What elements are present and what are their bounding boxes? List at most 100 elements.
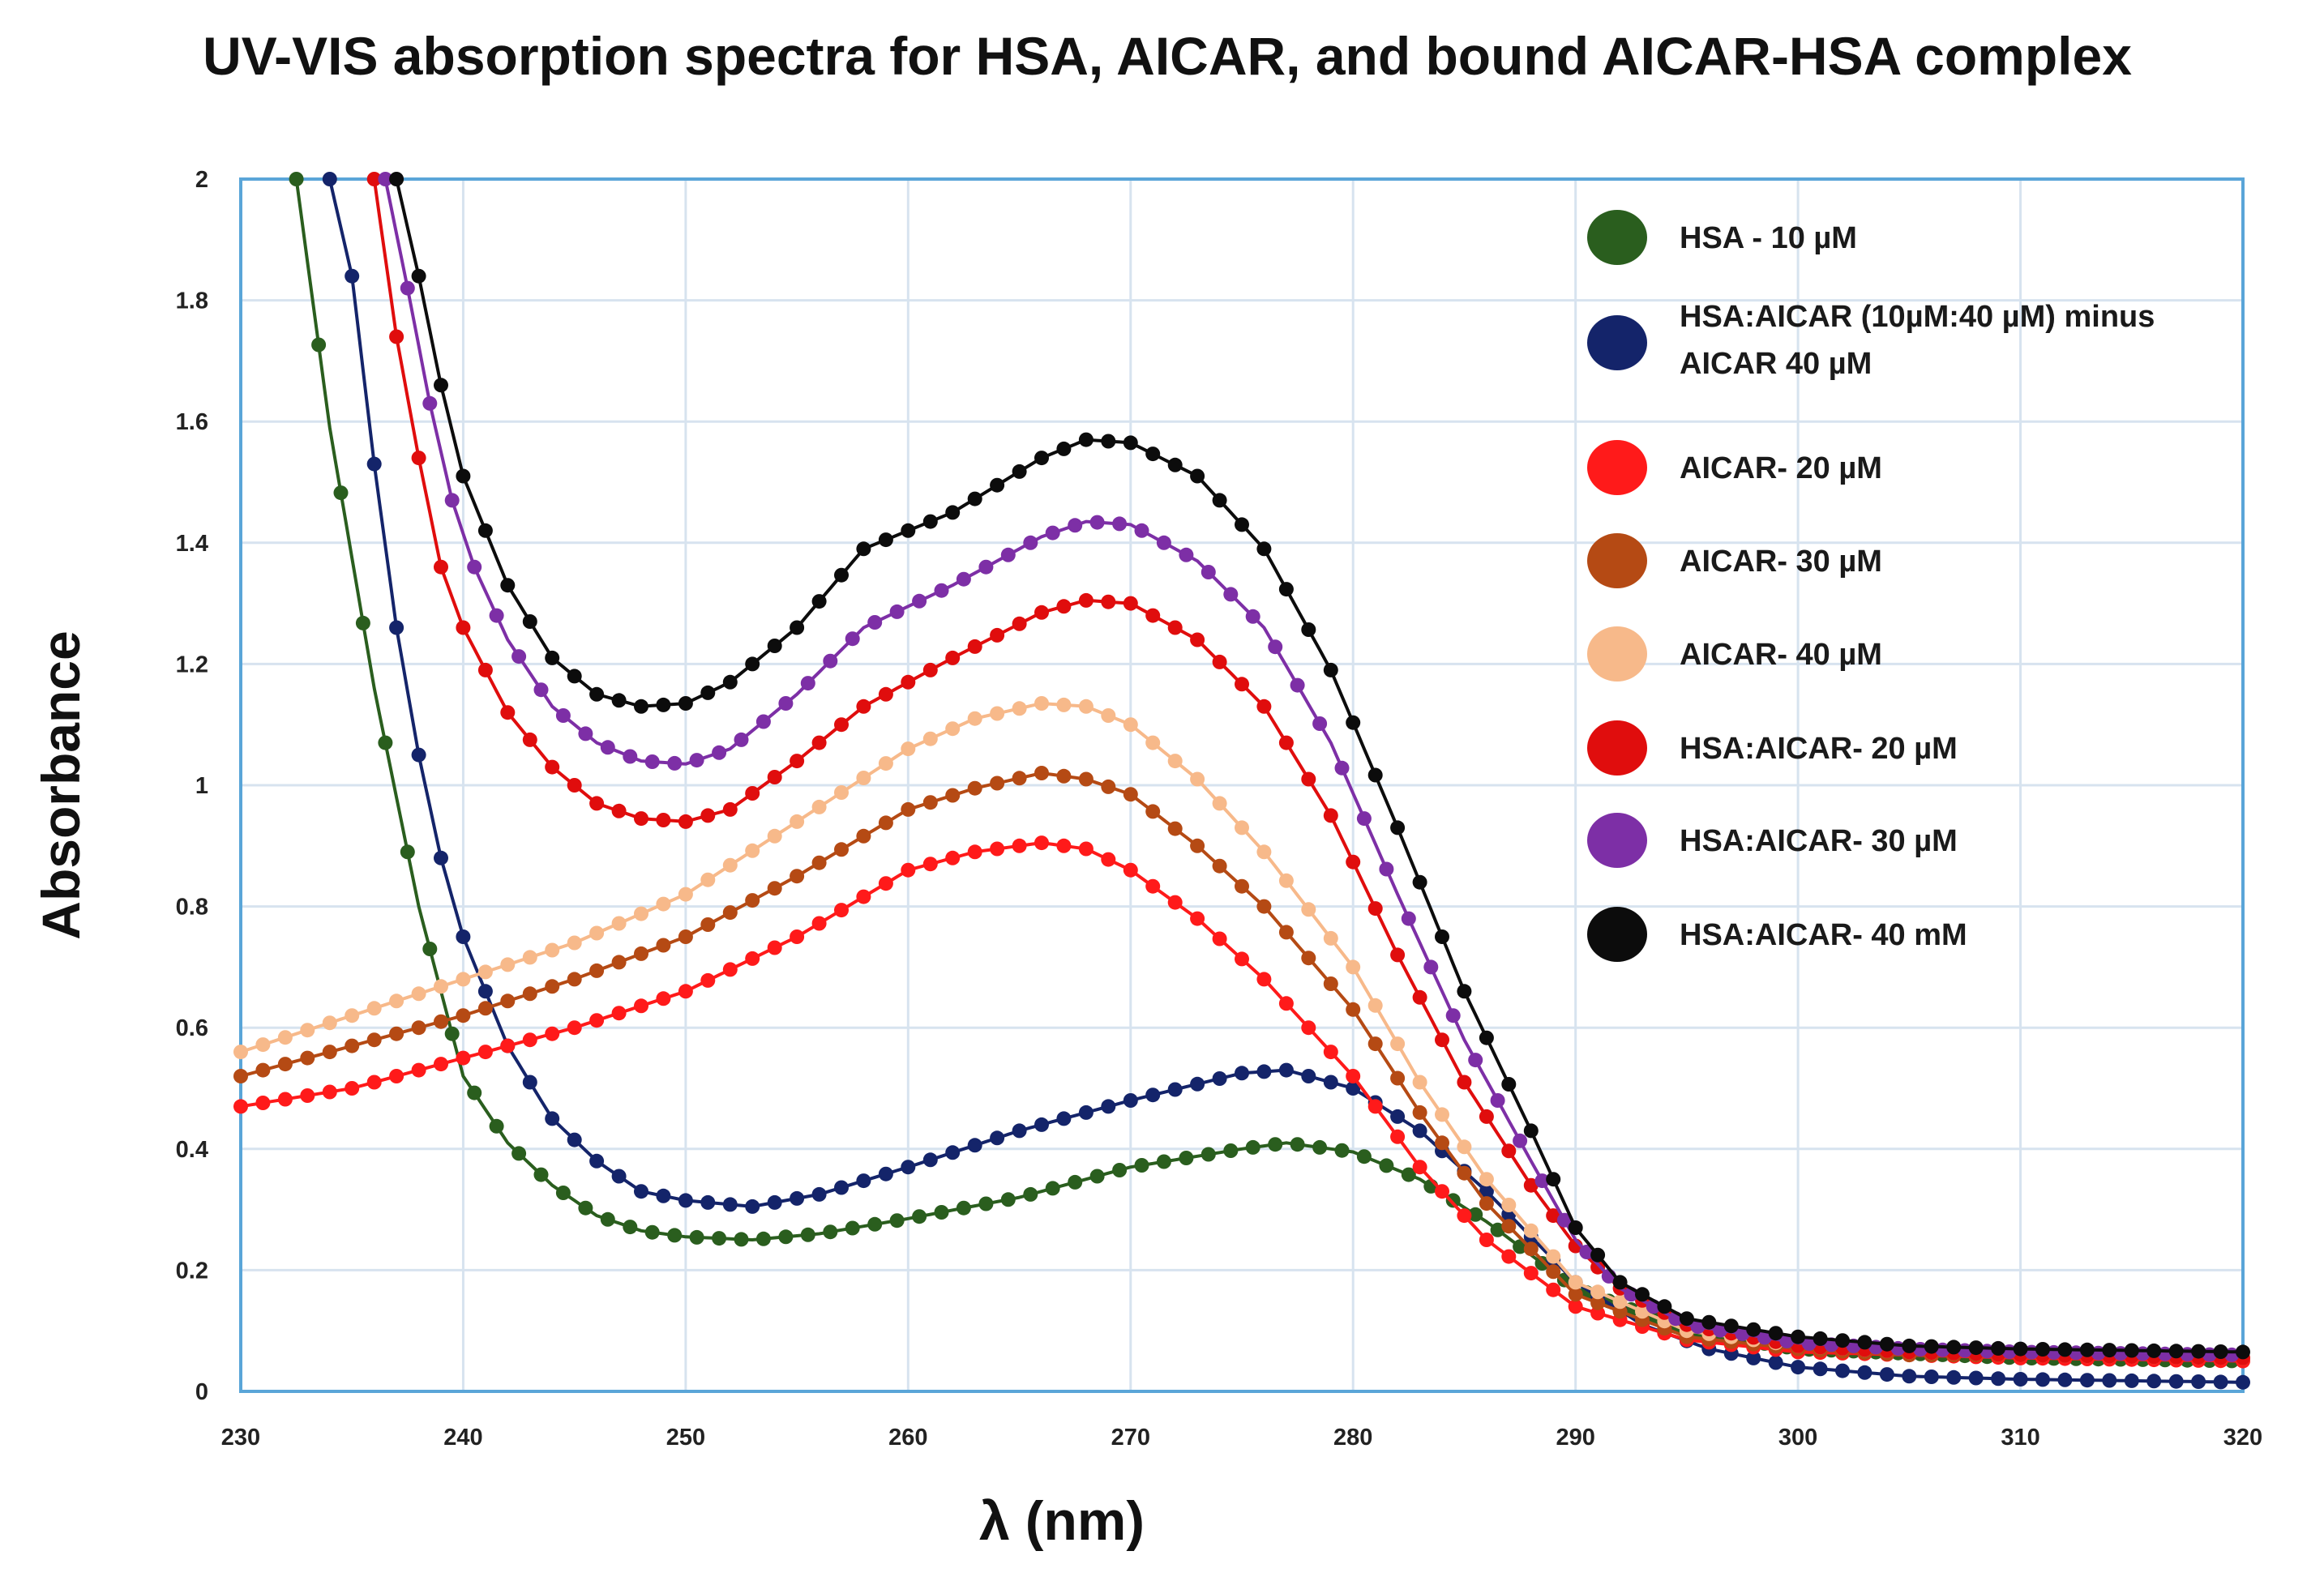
- data-point: [511, 649, 527, 664]
- data-point: [1078, 1105, 1094, 1120]
- data-point: [755, 714, 771, 729]
- data-point: [1167, 1082, 1183, 1097]
- data-point: [1034, 766, 1049, 780]
- data-point: [1457, 984, 1472, 999]
- data-point: [611, 1006, 627, 1021]
- data-point: [1245, 609, 1260, 624]
- data-point: [1991, 1340, 2006, 1356]
- legend-label: AICAR- 20 µM: [1680, 451, 1882, 485]
- data-point: [790, 929, 805, 944]
- data-point: [1212, 493, 1227, 508]
- data-point: [1245, 1139, 1260, 1155]
- data-point: [1278, 735, 1294, 750]
- data-point: [1435, 1032, 1449, 1048]
- data-point: [1012, 701, 1027, 716]
- data-point: [611, 955, 627, 970]
- data-point: [1235, 951, 1249, 967]
- data-point: [1268, 1137, 1283, 1152]
- data-point: [277, 1092, 293, 1107]
- data-point: [990, 776, 1005, 791]
- data-point: [678, 984, 693, 999]
- data-point: [767, 1194, 782, 1210]
- data-point: [634, 998, 648, 1014]
- data-point: [2191, 1374, 2206, 1389]
- data-point: [1879, 1367, 1894, 1382]
- data-point: [1757, 1330, 1772, 1345]
- data-point: [878, 1166, 893, 1181]
- data-point: [945, 505, 961, 520]
- data-point: [500, 705, 516, 720]
- data-point: [1278, 582, 1294, 597]
- data-point: [901, 741, 916, 757]
- data-point: [1723, 1318, 1739, 1334]
- data-point: [522, 1032, 537, 1048]
- data-point: [2213, 1344, 2228, 1359]
- data-point: [1523, 1177, 1539, 1193]
- data-point: [901, 862, 916, 878]
- data-point: [500, 957, 516, 972]
- data-point: [1301, 1069, 1316, 1083]
- data-point: [522, 614, 537, 629]
- legend-marker: [1587, 720, 1647, 776]
- data-point: [678, 696, 693, 711]
- data-point: [289, 172, 304, 186]
- data-point: [800, 1227, 815, 1242]
- data-point: [1201, 1147, 1216, 1162]
- data-point: [667, 755, 683, 771]
- data-point: [2124, 1343, 2139, 1358]
- data-point: [1290, 1137, 1305, 1152]
- data-point: [611, 1169, 627, 1184]
- data-point: [922, 514, 938, 529]
- data-point: [1190, 632, 1205, 647]
- legend-item: HSA:AICAR- 40 mM: [1587, 907, 1967, 962]
- data-point: [1412, 989, 1427, 1005]
- data-point: [1145, 878, 1161, 894]
- data-point: [2035, 1372, 2050, 1387]
- data-point: [1768, 1355, 1783, 1370]
- y-tick-label: 0: [195, 1379, 208, 1405]
- data-point: [434, 1057, 448, 1072]
- data-point: [255, 1062, 271, 1078]
- data-point: [567, 1132, 582, 1147]
- data-point: [533, 1167, 549, 1182]
- data-point: [734, 732, 749, 747]
- data-point: [600, 1211, 615, 1227]
- data-point: [878, 876, 893, 891]
- data-point: [834, 1180, 849, 1195]
- data-point: [322, 1015, 337, 1031]
- legend-marker: [1587, 907, 1647, 962]
- data-point: [1089, 515, 1105, 530]
- data-point: [656, 1188, 671, 1203]
- data-point: [823, 1224, 838, 1240]
- data-point: [1123, 596, 1138, 611]
- data-point: [2168, 1344, 2184, 1359]
- data-point: [1367, 1036, 1383, 1052]
- data-point: [366, 1075, 382, 1090]
- data-point: [901, 1160, 916, 1175]
- data-point: [233, 1069, 248, 1083]
- data-point: [1346, 1002, 1361, 1017]
- data-point: [389, 1069, 404, 1083]
- data-point: [434, 850, 448, 865]
- data-point: [578, 726, 593, 741]
- data-point: [922, 1152, 938, 1168]
- legend-label: HSA:AICAR- 30 µM: [1680, 824, 1958, 858]
- x-axis-title: λ (nm): [979, 1490, 1145, 1552]
- data-point: [1412, 1075, 1427, 1090]
- data-point: [1513, 1133, 1528, 1148]
- data-point: [1679, 1311, 1694, 1327]
- data-point: [1390, 1109, 1406, 1124]
- data-point: [867, 1216, 883, 1232]
- data-point: [1268, 639, 1283, 655]
- legend-label: HSA:AICAR- 20 µM: [1680, 732, 1958, 766]
- data-point: [901, 674, 916, 690]
- data-point: [1346, 959, 1361, 975]
- data-point: [678, 814, 693, 829]
- data-point: [1212, 858, 1227, 874]
- data-point: [456, 972, 471, 987]
- y-axis-title: Absorbance: [31, 630, 91, 939]
- data-point: [767, 881, 782, 896]
- data-point: [1112, 1163, 1128, 1177]
- series-8: [389, 172, 2250, 1360]
- data-point: [1523, 1266, 1539, 1281]
